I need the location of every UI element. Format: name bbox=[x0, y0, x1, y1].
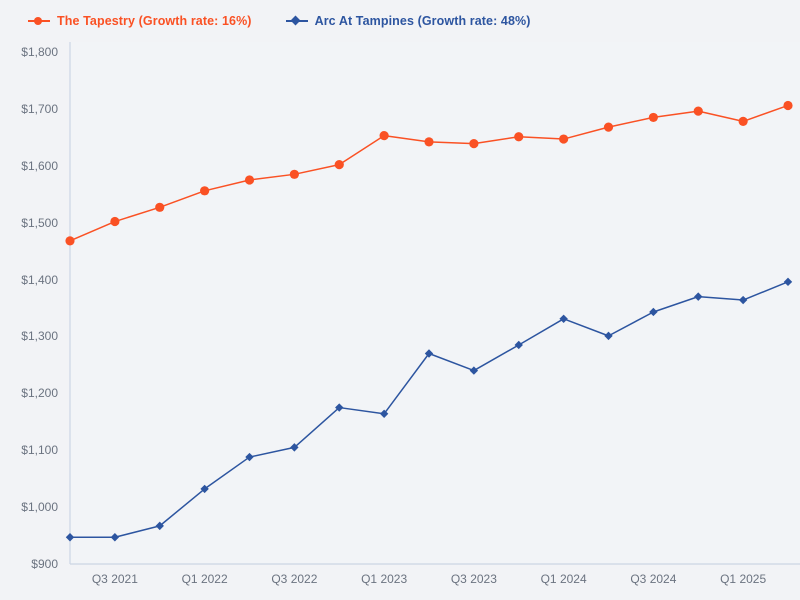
y-tick-label: $1,200 bbox=[21, 386, 58, 401]
y-tick-label: $1,100 bbox=[21, 443, 58, 458]
y-tick-label: $1,600 bbox=[21, 158, 58, 173]
x-tick-label: Q1 2024 bbox=[540, 572, 587, 586]
data-point-marker bbox=[289, 169, 299, 179]
data-point-marker bbox=[155, 202, 165, 212]
series-2 bbox=[65, 277, 793, 542]
data-point-marker bbox=[559, 314, 568, 324]
legend-item-arc-at-tampines[interactable]: Arc At Tampines (Growth rate: 48%) bbox=[285, 14, 531, 28]
y-tick-label: $1,000 bbox=[21, 500, 58, 515]
data-point-marker bbox=[648, 112, 658, 123]
data-point-marker bbox=[200, 484, 209, 494]
data-point-marker bbox=[514, 132, 524, 142]
data-point-marker bbox=[738, 295, 748, 305]
circle-marker-icon bbox=[28, 15, 50, 27]
y-tick-label: $1,800 bbox=[21, 45, 58, 59]
data-point-marker bbox=[649, 307, 658, 317]
data-point-marker bbox=[200, 186, 210, 196]
x-tick-label: Q1 2022 bbox=[181, 572, 228, 586]
data-point-marker bbox=[604, 331, 613, 341]
legend-label: Arc At Tampines (Growth rate: 48%) bbox=[314, 14, 531, 28]
y-tick-label: $1,500 bbox=[21, 215, 58, 230]
diamond-marker-icon bbox=[285, 15, 308, 27]
data-point-marker bbox=[694, 292, 703, 301]
data-point-marker bbox=[155, 521, 164, 531]
data-point-marker bbox=[469, 138, 479, 149]
y-tick-label: $1,300 bbox=[21, 329, 58, 344]
data-point-marker bbox=[110, 216, 120, 227]
y-tick-label: $900 bbox=[31, 557, 58, 571]
data-point-marker bbox=[334, 160, 344, 170]
data-point-marker bbox=[65, 533, 75, 542]
data-point-marker bbox=[110, 533, 120, 542]
legend-label: The Tapestry (Growth rate: 16%) bbox=[57, 14, 252, 28]
data-point-marker bbox=[559, 134, 569, 144]
data-point-marker bbox=[603, 122, 614, 132]
y-tick-label: $1,400 bbox=[21, 272, 58, 287]
data-point-marker bbox=[379, 409, 389, 419]
data-point-marker bbox=[424, 349, 434, 358]
data-point-marker bbox=[245, 452, 254, 462]
x-tick-label: Q1 2023 bbox=[361, 572, 408, 586]
data-point-marker bbox=[424, 137, 434, 147]
data-point-marker bbox=[65, 236, 75, 246]
x-tick-label: Q3 2022 bbox=[271, 572, 318, 586]
x-tick-label: Q3 2023 bbox=[450, 572, 497, 586]
y-tick-label: $1,700 bbox=[21, 101, 58, 116]
data-point-marker bbox=[469, 366, 479, 375]
data-point-marker bbox=[693, 106, 703, 116]
data-point-marker bbox=[335, 403, 344, 412]
data-point-marker bbox=[514, 340, 523, 350]
y-axis: $900 $1,000 $1,100 $1,200 $1,300 $1,400 $1,500… bbox=[0, 0, 58, 600]
data-point-marker bbox=[783, 277, 793, 287]
series-1 bbox=[65, 100, 793, 246]
x-tick-label: Q3 2024 bbox=[630, 572, 677, 586]
chart-legend: The Tapestry (Growth rate: 16%) Arc At T… bbox=[28, 10, 531, 32]
data-point-marker bbox=[783, 100, 793, 111]
data-point-marker bbox=[290, 443, 299, 452]
legend-item-the-tapestry[interactable]: The Tapestry (Growth rate: 16%) bbox=[28, 14, 252, 28]
data-point-marker bbox=[244, 175, 255, 185]
data-point-marker bbox=[738, 116, 748, 126]
x-tick-label: Q1 2025 bbox=[720, 572, 767, 586]
data-point-marker bbox=[379, 131, 389, 141]
x-tick-label: Q3 2021 bbox=[91, 572, 138, 586]
